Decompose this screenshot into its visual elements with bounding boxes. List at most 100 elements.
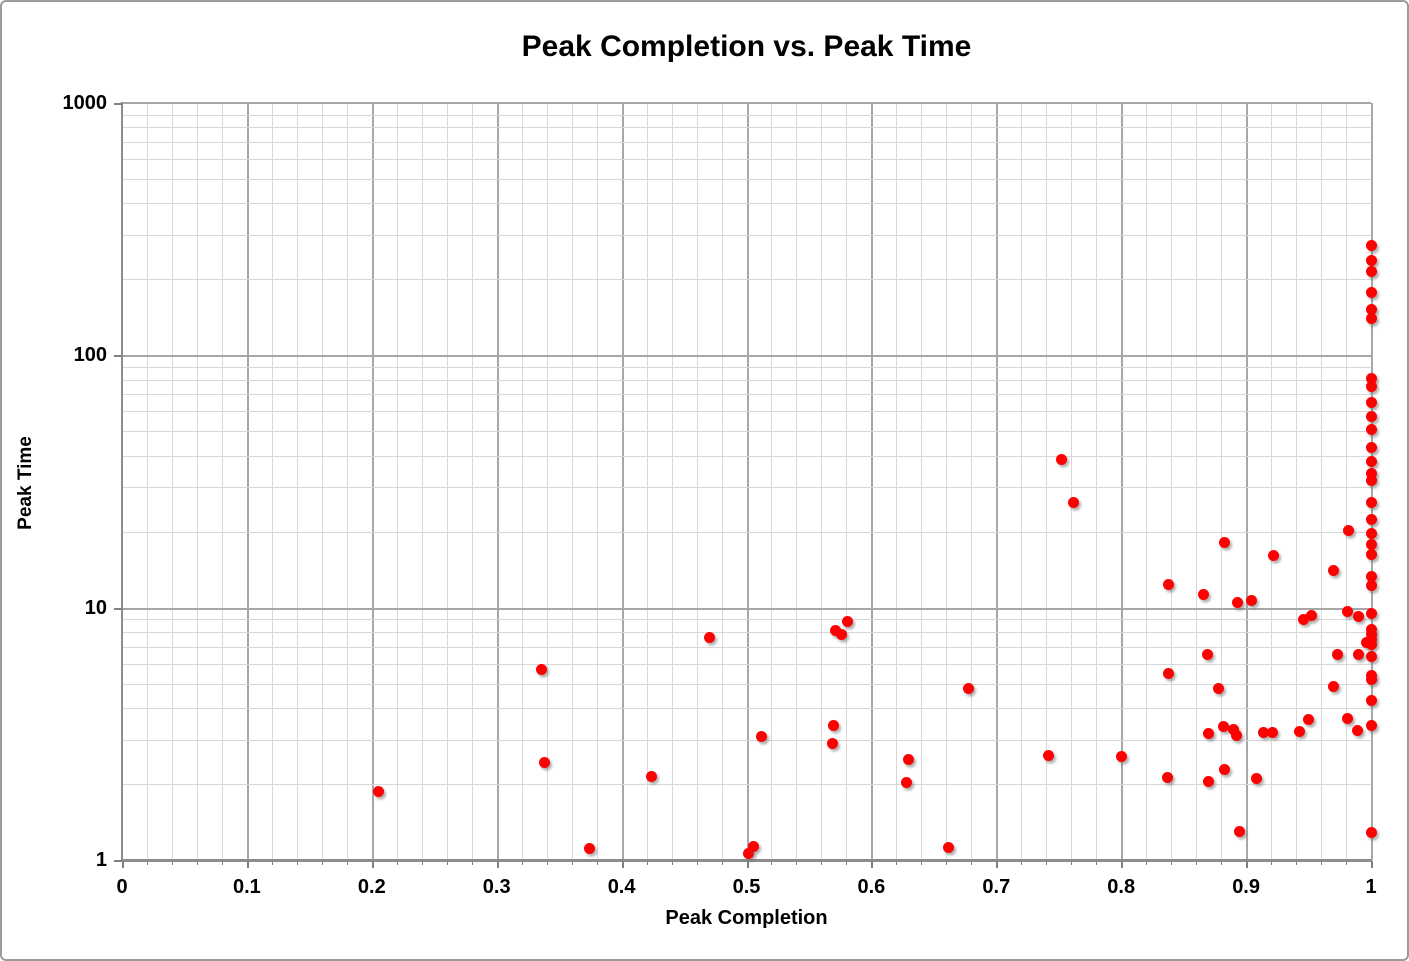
y-minor-gridline (122, 366, 1371, 368)
data-point (1365, 651, 1377, 663)
data-point (842, 615, 854, 627)
x-tick-label: 0.7 (982, 876, 1011, 898)
data-point (1365, 527, 1377, 539)
data-point (1365, 673, 1377, 685)
x-minor-gridline (1021, 103, 1023, 860)
data-point (1250, 772, 1262, 784)
x-minor-gridline (946, 103, 948, 860)
data-point (1268, 549, 1280, 561)
x-minor-tick (346, 861, 348, 865)
x-major-gridline (746, 103, 749, 860)
data-point (583, 843, 595, 855)
x-minor-tick (1196, 861, 1198, 865)
x-major-gridline (1121, 103, 1124, 860)
x-major-tick (371, 861, 374, 868)
x-minor-gridline (146, 103, 148, 860)
data-point (1365, 826, 1377, 838)
data-point (1341, 606, 1353, 618)
data-point (1365, 286, 1377, 298)
data-point (1365, 538, 1377, 550)
x-minor-tick (571, 861, 573, 865)
x-major-gridline (371, 103, 374, 860)
data-point (1365, 513, 1377, 525)
data-point (1258, 727, 1270, 739)
x-minor-tick (796, 861, 798, 865)
data-point (1365, 497, 1377, 509)
x-major-tick (122, 861, 124, 868)
x-minor-tick (1071, 861, 1073, 865)
x-major-tick (496, 861, 499, 868)
y-minor-gridline (122, 279, 1371, 281)
data-point (1365, 265, 1377, 277)
data-point (1328, 564, 1340, 576)
data-point (1303, 714, 1315, 726)
x-minor-tick (296, 861, 298, 865)
x-minor-gridline (1046, 103, 1048, 860)
data-point (1353, 611, 1364, 623)
data-point (1245, 594, 1257, 606)
x-tick-label: 0.4 (607, 876, 636, 898)
data-point (900, 776, 912, 788)
x-minor-gridline (471, 103, 473, 860)
data-point (646, 771, 658, 783)
x-minor-gridline (896, 103, 898, 860)
data-point (1115, 751, 1127, 763)
x-minor-tick (1171, 861, 1173, 865)
y-minor-gridline (122, 234, 1371, 236)
plot-top-border (122, 102, 1371, 104)
x-tick-label: 0.6 (857, 876, 886, 898)
x-minor-tick (321, 861, 323, 865)
x-minor-gridline (1171, 103, 1173, 860)
x-minor-tick (946, 861, 948, 865)
x-major-gridline (496, 103, 499, 860)
x-minor-tick (721, 861, 723, 865)
x-minor-gridline (296, 103, 298, 860)
data-point (1365, 474, 1377, 486)
data-point (943, 842, 955, 854)
x-minor-tick (521, 861, 523, 865)
x-minor-gridline (421, 103, 423, 860)
y-minor-gridline (122, 663, 1371, 665)
x-minor-gridline (721, 103, 723, 860)
x-minor-gridline (196, 103, 198, 860)
x-minor-gridline (646, 103, 648, 860)
x-minor-tick (221, 861, 223, 865)
y-axis-title: Peak Time (15, 436, 36, 530)
x-major-gridline (246, 103, 249, 860)
data-point (828, 720, 840, 732)
data-point (1213, 682, 1225, 694)
data-point (1234, 825, 1246, 837)
y-minor-gridline (122, 531, 1371, 533)
data-point (1365, 720, 1377, 732)
data-point (1055, 453, 1067, 465)
x-axis-title: Peak Completion (665, 907, 828, 929)
x-minor-tick (896, 861, 898, 865)
x-minor-tick (1321, 861, 1323, 865)
y-minor-gridline (122, 632, 1371, 634)
y-minor-gridline (122, 739, 1371, 741)
data-point (755, 731, 767, 743)
data-point (1365, 455, 1377, 467)
x-major-gridline (996, 103, 999, 860)
data-point (835, 629, 847, 641)
data-point (372, 785, 384, 797)
x-minor-gridline (521, 103, 523, 860)
data-point (1341, 712, 1353, 724)
x-major-tick (1121, 861, 1124, 868)
data-point (743, 848, 755, 860)
x-minor-tick (471, 861, 473, 865)
data-point (1365, 468, 1377, 480)
data-point (1294, 726, 1306, 737)
data-point (1365, 607, 1377, 619)
data-point (1351, 725, 1363, 737)
data-point (1068, 496, 1080, 508)
data-point (1365, 372, 1377, 384)
x-minor-gridline (796, 103, 798, 860)
data-point (538, 756, 550, 768)
x-minor-tick (271, 861, 273, 865)
data-point (1201, 649, 1213, 661)
x-minor-tick (771, 861, 773, 865)
data-point (1043, 749, 1055, 761)
y-minor-gridline (122, 683, 1371, 685)
